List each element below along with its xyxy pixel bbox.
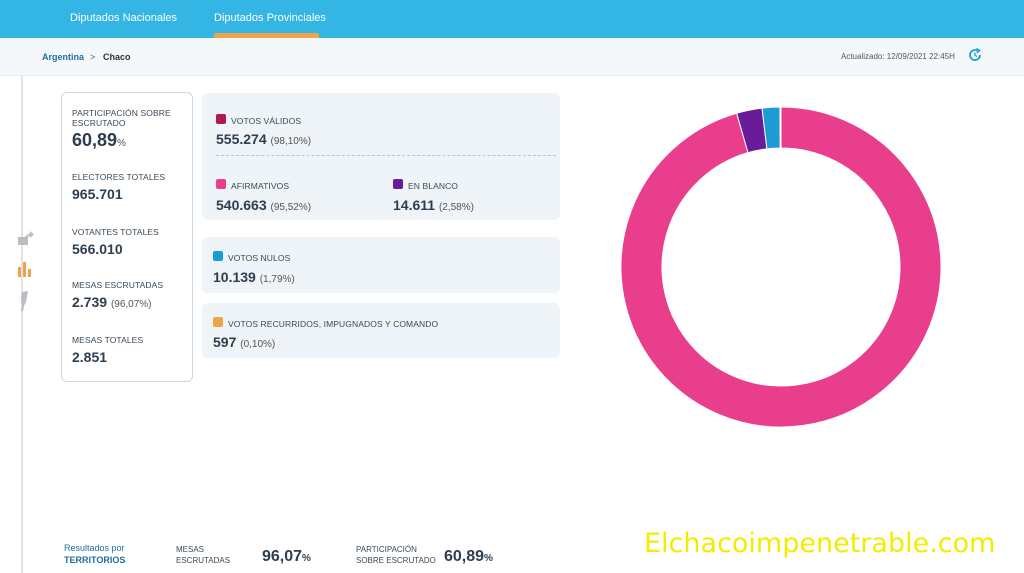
votos-recurridos-swatch bbox=[213, 317, 223, 327]
votos-nulos-swatch bbox=[213, 251, 223, 261]
afirmativos-label: AFIRMATIVOS bbox=[231, 181, 290, 191]
afirmativos-value: 540.663 (95,52%) bbox=[216, 197, 312, 213]
votos-nulos-label: VOTOS NULOS bbox=[228, 253, 291, 263]
footer-mesas-value: 96,07% bbox=[262, 548, 311, 565]
votantes-value: 566.010 bbox=[72, 241, 123, 257]
en-blanco-value: 14.611 (2,58%) bbox=[393, 197, 474, 213]
footer-mesas-label-1: MESAS bbox=[176, 545, 205, 554]
votos-nulos-panel bbox=[202, 237, 560, 293]
breadcrumb-bar bbox=[0, 38, 1024, 76]
mesas-totales-label: MESAS TOTALES bbox=[72, 335, 144, 345]
resultados-por-label[interactable]: Resultados por bbox=[64, 543, 125, 553]
updated-timestamp: Actualizado: 12/09/2021 22:45H bbox=[841, 52, 955, 61]
votos-nulos-value: 10.139 (1,79%) bbox=[213, 269, 295, 285]
active-tab-indicator bbox=[214, 33, 319, 38]
top-nav-bar bbox=[0, 0, 1024, 38]
votos-validos-label: VOTOS VÁLIDOS bbox=[231, 116, 302, 126]
left-rail bbox=[21, 76, 23, 573]
bar-chart-icon[interactable] bbox=[15, 259, 35, 279]
votantes-label: VOTANTES TOTALES bbox=[72, 227, 159, 237]
votos-recurridos-label: VOTOS RECURRIDOS, IMPUGNADOS Y COMANDO bbox=[228, 319, 439, 329]
map-icon[interactable] bbox=[15, 290, 35, 311]
breadcrumb-argentina[interactable]: Argentina bbox=[42, 52, 85, 62]
participacion-label: PARTICIPACIÓN SOBRE ESCRUTADO bbox=[72, 108, 171, 128]
donut-slice-afirmativos[interactable] bbox=[620, 106, 942, 428]
footer-part-label-2: SOBRE ESCRUTADO bbox=[356, 556, 436, 565]
mesas-totales-value: 2.851 bbox=[72, 349, 108, 365]
results-donut-chart bbox=[620, 106, 942, 428]
votos-validos-value: 555.274 (98,10%) bbox=[216, 131, 312, 147]
watermark-text: Elchacoimpenetrable.com bbox=[644, 528, 996, 559]
electores-label: ELECTORES TOTALES bbox=[72, 172, 166, 182]
votos-validos-swatch bbox=[216, 114, 226, 124]
footer-part-label-1: PARTICIPACIÓN bbox=[356, 545, 417, 554]
participacion-value: 60,89% bbox=[72, 130, 126, 150]
panel-divider bbox=[216, 155, 556, 156]
afirmativos-swatch bbox=[216, 179, 226, 189]
donut-slice-votos-recurridos-impugnados-y-comando[interactable] bbox=[779, 106, 782, 149]
territorios-link[interactable]: TERRITORIOS bbox=[64, 555, 126, 565]
votos-recurridos-panel bbox=[202, 303, 560, 358]
en-blanco-swatch bbox=[393, 179, 403, 189]
tab-diputados-nacionales[interactable]: Diputados Nacionales bbox=[70, 12, 178, 24]
mesas-escrutadas-value: 2.739 (96,07%) bbox=[72, 294, 152, 310]
footer-part-value: 60,89% bbox=[444, 548, 493, 565]
tab-diputados-provinciales[interactable]: Diputados Provinciales bbox=[214, 12, 326, 24]
votos-recurridos-value: 597 (0,10%) bbox=[213, 334, 276, 350]
summary-card bbox=[61, 92, 193, 382]
en-blanco-label: EN BLANCO bbox=[408, 181, 459, 191]
votos-validos-panel bbox=[202, 93, 560, 220]
breadcrumb-chaco: Chaco bbox=[103, 52, 131, 62]
footer-mesas-label-2: ESCRUTADAS bbox=[176, 556, 231, 565]
refresh-icon[interactable] bbox=[966, 46, 984, 64]
breadcrumb-separator: > bbox=[90, 52, 96, 62]
share-icon[interactable] bbox=[15, 228, 35, 248]
electores-value: 965.701 bbox=[72, 186, 123, 202]
mesas-escrutadas-label: MESAS ESCRUTADAS bbox=[72, 280, 164, 290]
